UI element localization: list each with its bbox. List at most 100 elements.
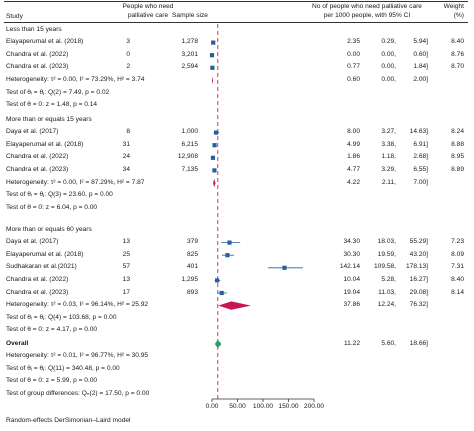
study-sample-size: 2,594 [181, 63, 198, 71]
header-weight-line1: Weight [443, 3, 464, 10]
study-sample-size: 3,201 [181, 50, 198, 58]
study-ci-lo: 5.28, [381, 276, 396, 283]
group-pooled-lo: 0.00, [381, 76, 396, 83]
study-ci-est: 142.14 [339, 263, 360, 271]
header-top-rule [4, 1, 468, 2]
overall-label: Overall [6, 339, 29, 347]
study-ci-est: 1.86 [347, 153, 360, 161]
x-tick-label: 0.00 [205, 403, 219, 410]
header-palliative-line2: palliative care [127, 12, 169, 19]
study-ci-lo: 1.18, [381, 153, 396, 161]
study-ci-lo: 0.00, [381, 63, 396, 71]
study-ci-hi: 178.13] [406, 263, 428, 271]
group-test-theta: Test of θ = 0: z = 1.48, p = 0.14 [6, 101, 98, 109]
study-sample-size: 1,000 [181, 128, 198, 136]
study-ci-est: 4.77 [347, 166, 360, 173]
study-cases: 13 [122, 238, 130, 246]
study-label: Chandra et al. (2023) [6, 288, 69, 296]
overall-test-theta: Test of θ = 0: z = 5.99, p = 0.00 [6, 377, 98, 385]
study-sample-size: 893 [186, 288, 198, 296]
study-ci-hi: 43.20] [409, 250, 428, 258]
study-sample-size: 12,908 [177, 153, 198, 161]
study-marker [209, 53, 215, 58]
study-cases: 31 [122, 140, 130, 148]
study-weight: 8.40 [451, 38, 464, 46]
study-weight: 8.24 [451, 128, 464, 136]
study-cases: 24 [122, 153, 130, 161]
study-ci-hi: 55.29] [409, 238, 428, 246]
group-pooled-est: 0.60 [347, 76, 360, 83]
study-weight: 8.14 [451, 288, 464, 296]
study-ci-lo: 11.03, [378, 288, 396, 296]
group-pooled-est: 4.22 [347, 178, 360, 186]
study-ci-est: 0.77 [347, 63, 360, 71]
study-ci-lo: 3.38, [381, 140, 396, 148]
study-ci-est: 30.30 [343, 250, 360, 258]
study-label: Chandra et al. (2023) [6, 166, 69, 173]
overall-ci-lo: 5.60, [381, 339, 396, 347]
study-ci-est: 4.99 [347, 140, 360, 148]
study-weight: 8.89 [451, 166, 464, 173]
x-tick-label: 200.00 [303, 403, 325, 410]
study-ci-lo: 19.59, [377, 250, 396, 258]
study-label: Sudhakaran et al.(2021) [6, 263, 77, 271]
study-weight: 7.23 [451, 238, 464, 246]
group-test-q: Test of θᵢ = θⱼ: Q(4) = 103.68, p = 0.00 [6, 313, 117, 321]
study-cases: 2 [126, 63, 130, 71]
study-marker [282, 265, 287, 270]
study-label: Elayaperumal et al. (2018) [6, 140, 84, 148]
study-sample-size: 1,295 [181, 276, 198, 283]
study-label: Daya et al. (2017) [6, 128, 59, 136]
study-sample-size: 7,135 [181, 166, 198, 173]
overall-test-q: Test of θᵢ = θⱼ: Q(11) = 340.48, p = 0.0… [6, 364, 120, 372]
header-rate-line1: No of people who need palliative care [312, 3, 422, 10]
study-marker [219, 290, 224, 296]
group-heterogeneity: Heterogeneity: τ² = 0.03, I² = 96.14%, H… [6, 301, 149, 309]
study-cases: 3 [126, 38, 130, 46]
overall-ci-est: 11.22 [343, 339, 360, 347]
group-test-theta: Test of θ = 0: z = 6.04, p = 0.00 [6, 203, 98, 211]
group-pooled-diamond [212, 76, 214, 85]
study-ci-hi: 2.68] [413, 153, 428, 161]
study-weight: 8.76 [451, 50, 464, 58]
header-rate-line2: per 1000 people, with 95% CI [323, 12, 411, 19]
group-pooled-diamond [218, 301, 251, 310]
group-pooled-hi: 2.00] [413, 76, 428, 83]
study-sample-size: 6,215 [181, 140, 198, 148]
study-weight: 7.31 [451, 263, 464, 271]
study-marker [211, 40, 216, 45]
header-sample-size: Sample size [172, 12, 208, 19]
study-ci-est: 2.35 [347, 38, 360, 46]
study-label: Daya et al. (2017) [6, 238, 59, 246]
study-marker [210, 65, 215, 70]
study-marker [212, 168, 217, 173]
study-ci-est: 8.00 [347, 128, 360, 136]
study-ci-lo: 109.58, [374, 263, 396, 271]
x-tick-label: 150.00 [278, 403, 299, 410]
group-heterogeneity: Heterogeneity: τ² = 0.00, I² = 87.29%, H… [6, 178, 145, 186]
x-tick-label: 50.00 [229, 403, 246, 410]
study-weight: 8.88 [451, 140, 464, 148]
overall-ci-hi: 18.66] [409, 339, 428, 347]
study-marker [210, 155, 216, 160]
study-ci-hi: 5.94] [413, 38, 428, 46]
x-tick-label: 100.00 [252, 403, 274, 410]
study-ci-hi: 6.55] [413, 166, 428, 173]
study-ci-hi: 0.60] [413, 50, 428, 58]
group-pooled-lo: 2.11, [381, 178, 396, 186]
study-ci-lo: 3.27, [381, 128, 396, 136]
study-sample-size: 825 [186, 250, 198, 258]
study-ci-hi: 6.91] [413, 140, 428, 148]
study-ci-hi: 16.27] [409, 276, 428, 283]
group-pooled-diamond [213, 178, 216, 188]
study-weight: 8.70 [451, 63, 464, 71]
group-test-q: Test of θᵢ = θⱼ: Q(2) = 7.49, p = 0.02 [6, 88, 110, 96]
group-test-theta: Test of θ = 0: z = 4.17, p = 0.00 [6, 326, 98, 334]
study-marker [212, 143, 217, 148]
header-palliative-line1: People who need [122, 3, 174, 10]
header-study: Study [6, 13, 23, 20]
group-test-q: Test of θᵢ = θⱼ: Q(3) = 23.60, p = 0.00 [6, 191, 113, 199]
study-sample-size: 401 [186, 263, 198, 271]
